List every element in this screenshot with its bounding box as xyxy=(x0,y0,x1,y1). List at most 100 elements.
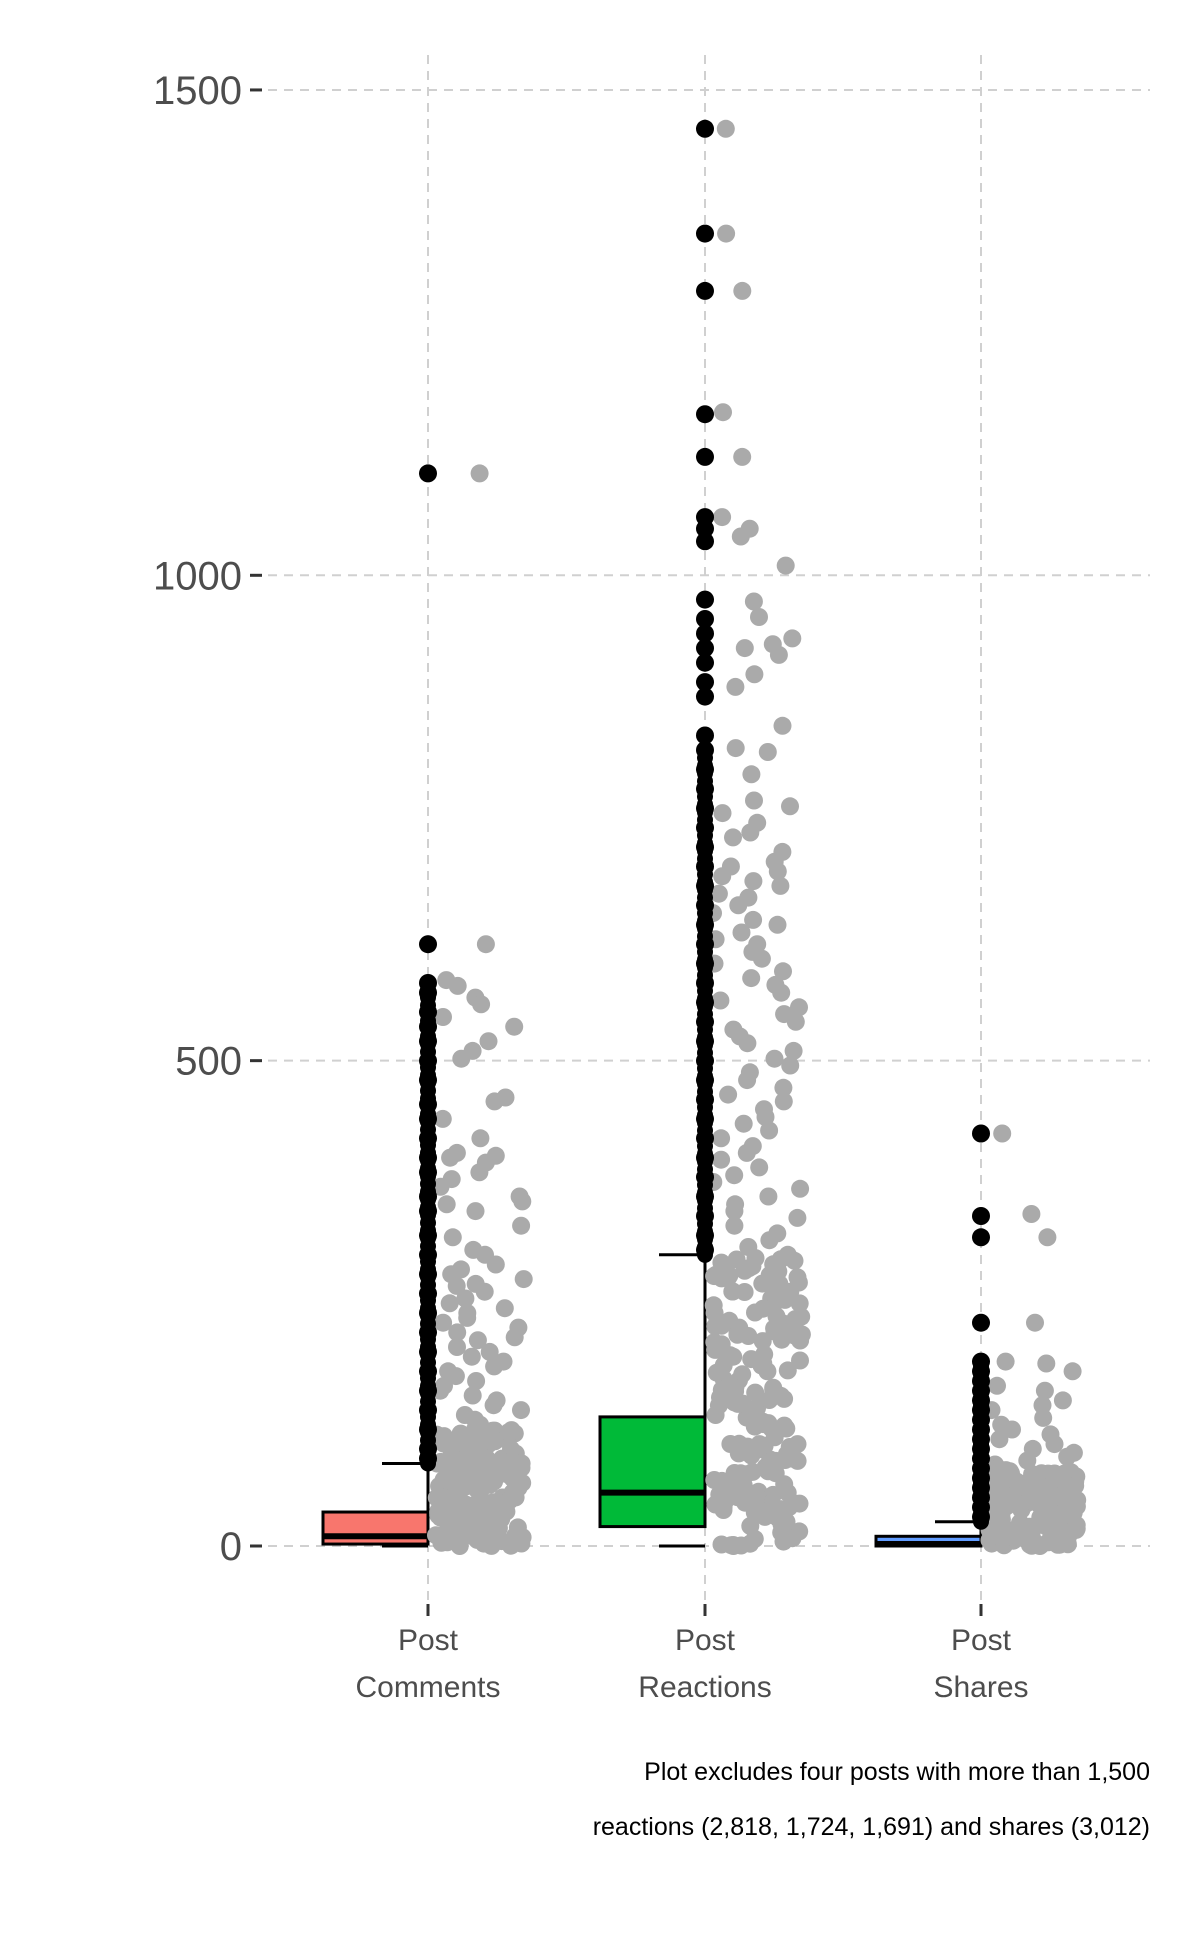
jitter-point xyxy=(760,1231,779,1250)
jitter-point xyxy=(467,1372,486,1390)
jitter-point xyxy=(1007,1472,1026,1491)
outlier-point xyxy=(696,639,714,658)
jitter-point xyxy=(758,743,777,761)
caption-layer: Plot excludes four posts with more than … xyxy=(593,1758,1150,1841)
jitter-point xyxy=(1058,1447,1077,1466)
axis-layer: 0 500 1000 1500 Post Comments Post Reactions Pos… xyxy=(153,69,1029,1704)
jitter-point xyxy=(750,1158,769,1177)
jitter-point xyxy=(725,1202,744,1221)
jitter-point xyxy=(785,1326,804,1345)
jitter-point xyxy=(452,1049,471,1068)
jitter-point xyxy=(749,1440,768,1459)
jitter-point xyxy=(737,1143,756,1162)
jitter-point xyxy=(453,1493,472,1512)
jitter-point xyxy=(707,1265,725,1284)
jitter-point xyxy=(717,224,736,243)
jitter-point xyxy=(993,1124,1012,1143)
jitter-point xyxy=(1029,1494,1048,1513)
jitter-point xyxy=(774,1092,793,1111)
jitter-point xyxy=(485,1092,504,1111)
jitter-point xyxy=(734,1114,753,1133)
jitter-point xyxy=(750,608,768,626)
jitter-point xyxy=(772,1523,791,1542)
jitter-point xyxy=(713,867,732,886)
jitter-point xyxy=(769,645,788,664)
outlier-point xyxy=(696,624,714,643)
outlier-point xyxy=(696,281,714,300)
outlier-point xyxy=(696,224,714,243)
y-tick-label-0: 0 xyxy=(220,1525,242,1569)
jitter-point xyxy=(505,1017,524,1036)
jitter-point xyxy=(778,1361,797,1380)
caption-line-2: reactions (2,818, 1,724, 1,691) and shar… xyxy=(593,1813,1150,1841)
jitter-point xyxy=(434,1008,452,1026)
jitter-point xyxy=(1038,1228,1057,1247)
jitter-point xyxy=(434,1495,453,1514)
jitter-point xyxy=(989,1473,1008,1492)
jitter-point xyxy=(471,1129,490,1148)
jitter-point xyxy=(1053,1391,1072,1410)
jitter-point xyxy=(463,1386,482,1405)
jitter-point xyxy=(731,527,750,546)
jitter-point xyxy=(778,1483,797,1502)
jitter-point xyxy=(752,1356,771,1375)
outlier-point xyxy=(697,742,713,758)
jitter-point xyxy=(441,1148,460,1167)
jitter-point xyxy=(744,592,763,611)
jitter-point xyxy=(777,1419,796,1438)
x-tick-label-line1-2: Post xyxy=(951,1624,1012,1657)
jitter-point xyxy=(767,1502,786,1521)
jitter-point xyxy=(772,983,791,1002)
jitter-point xyxy=(1042,1528,1061,1547)
jitter-point xyxy=(746,1383,765,1402)
y-tick-label-1000: 1000 xyxy=(153,554,242,598)
jitter-point xyxy=(765,1049,784,1068)
jitter-point xyxy=(1063,1362,1082,1381)
jitter-point xyxy=(497,1464,516,1483)
jitter-point xyxy=(741,1534,760,1553)
series-group-2 xyxy=(874,1124,1087,1555)
jitter-point xyxy=(1032,1477,1051,1496)
jitter-point xyxy=(709,884,728,903)
jitter-point xyxy=(1045,1435,1064,1454)
outlier-point xyxy=(419,935,437,954)
jitter-point xyxy=(466,1436,485,1455)
outlier-point xyxy=(696,532,714,551)
jitter-point xyxy=(713,804,732,823)
jitter-point xyxy=(471,1507,490,1526)
jitter-point xyxy=(784,1041,803,1060)
jitter-point xyxy=(741,823,760,842)
jitter-point xyxy=(788,1208,807,1227)
x-tick-label-line1-1: Post xyxy=(675,1624,736,1657)
jitter-point xyxy=(709,1340,728,1359)
jitter-point xyxy=(733,281,752,300)
jitter-point xyxy=(791,1351,809,1370)
jitter-point xyxy=(744,872,763,891)
jitter-point xyxy=(712,1150,731,1169)
jitter-point xyxy=(759,1414,778,1433)
outlier-point xyxy=(696,519,714,538)
jitter-point xyxy=(495,1299,514,1318)
jitter-point xyxy=(742,969,761,988)
jitter-point xyxy=(712,1316,731,1335)
outlier-point xyxy=(972,1228,990,1247)
jitter-point xyxy=(771,876,790,895)
jitter-point xyxy=(726,739,745,758)
jitter-point xyxy=(781,797,799,816)
jitter-point xyxy=(512,1216,531,1235)
jitter-point xyxy=(728,1475,747,1494)
outlier-point xyxy=(972,1313,990,1332)
y-tick-label-500: 500 xyxy=(175,1040,242,1084)
jitter-point xyxy=(744,910,763,929)
outlier-point xyxy=(696,726,714,745)
jitter-point xyxy=(713,508,732,527)
jitter-point xyxy=(480,1426,498,1445)
jitter-point xyxy=(443,1228,462,1247)
jitter-point xyxy=(1037,1354,1056,1373)
jitter-point xyxy=(706,1495,725,1514)
jitter-point xyxy=(513,1192,532,1211)
y-tick-label-1500: 1500 xyxy=(153,69,242,113)
outlier-point xyxy=(696,590,714,609)
box-1 xyxy=(598,1415,707,1529)
